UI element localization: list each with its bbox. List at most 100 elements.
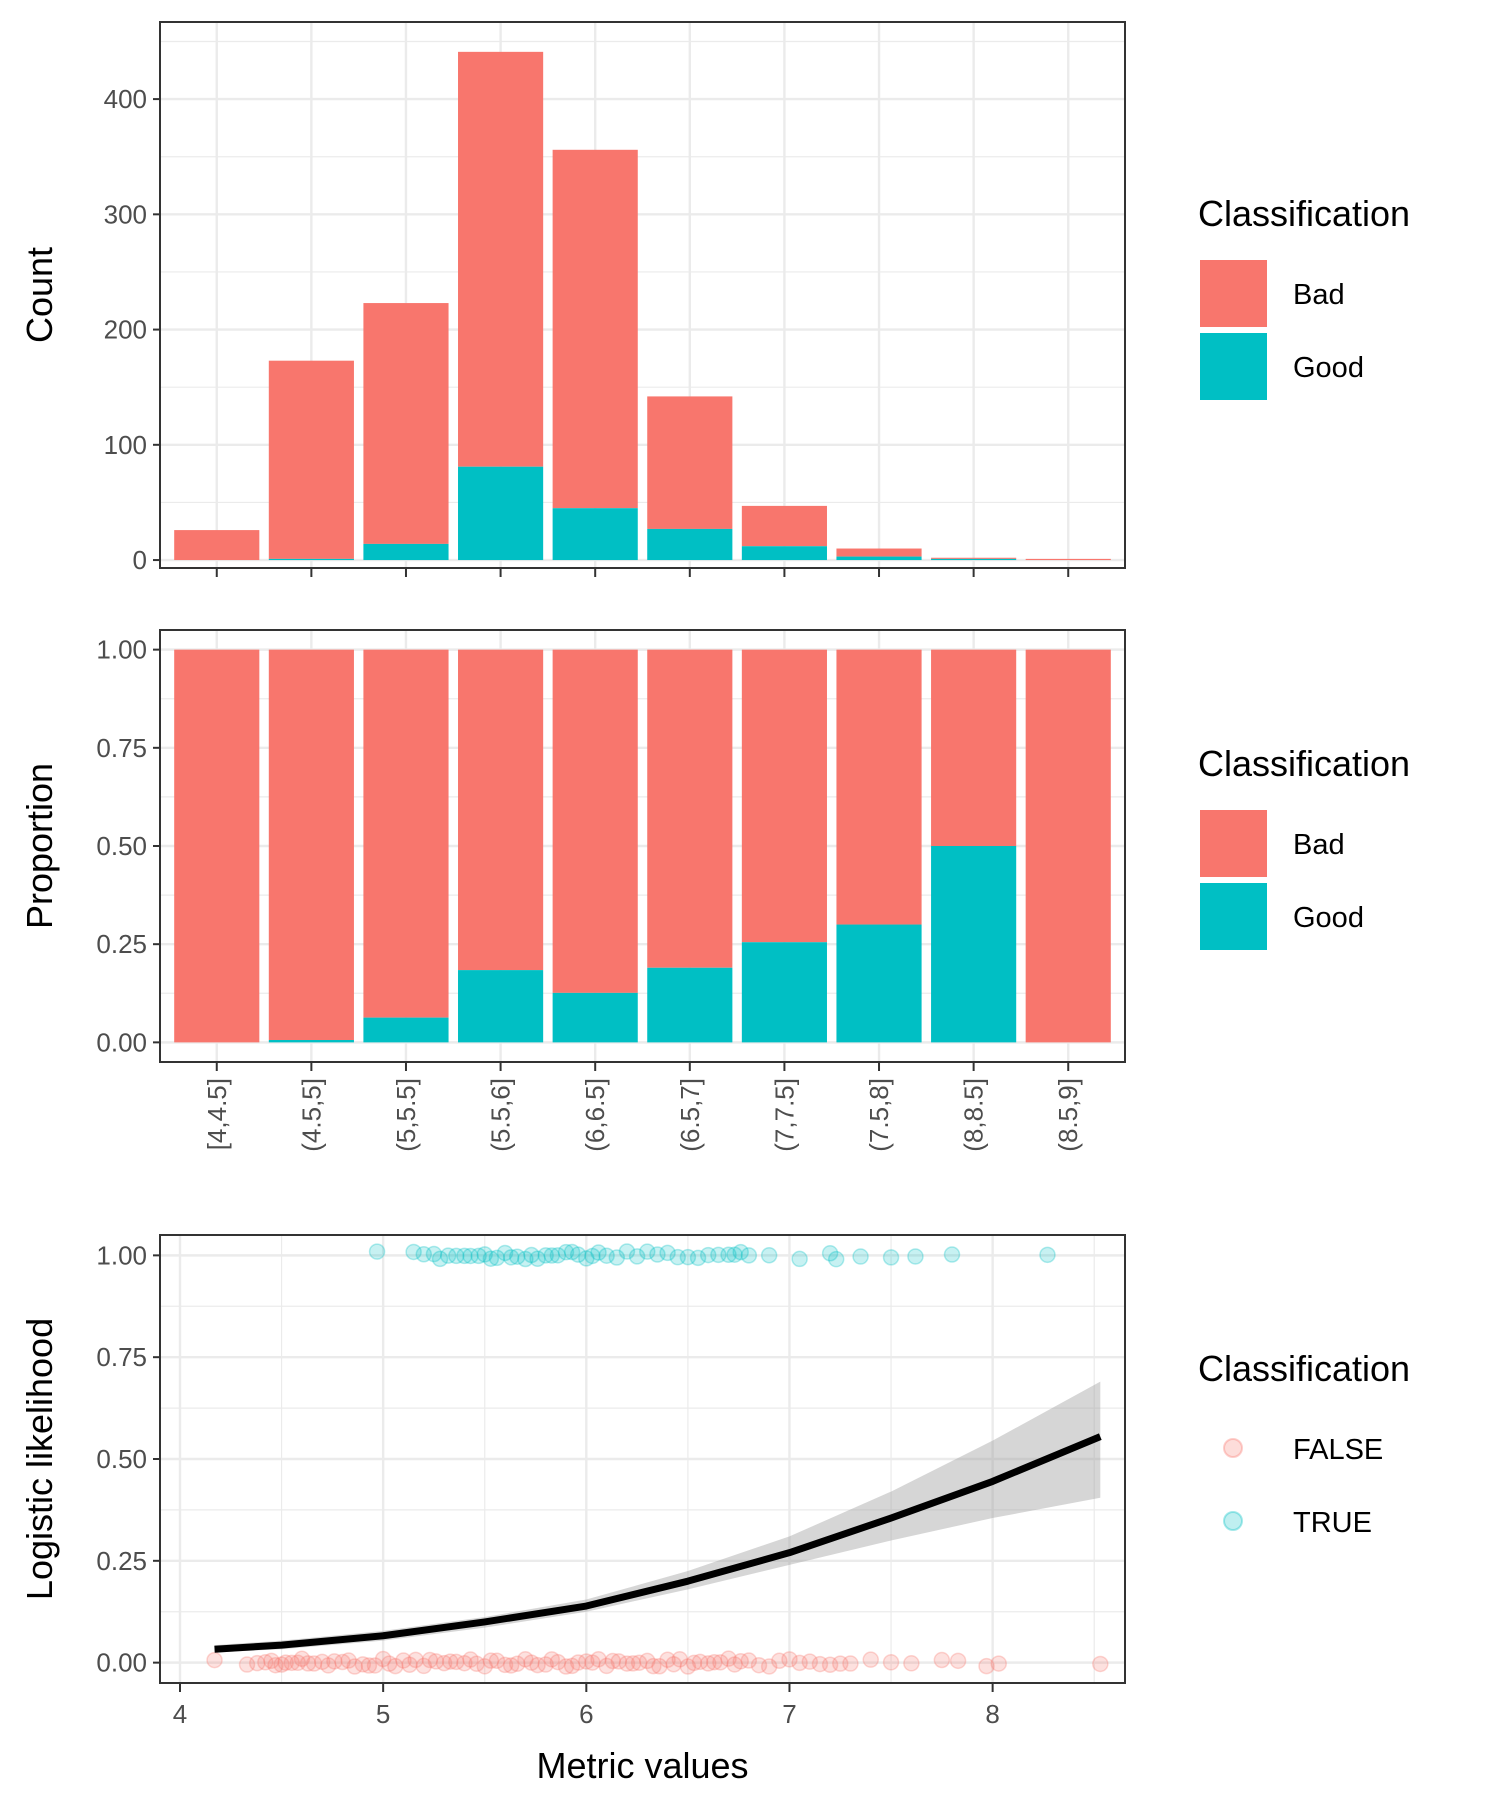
point-true — [882, 1249, 900, 1266]
bar-bad — [268, 649, 354, 1041]
point-false — [502, 1657, 520, 1674]
point-true — [720, 1246, 737, 1264]
confidence-ribbon — [214, 1381, 1101, 1653]
point-true — [791, 1250, 808, 1268]
bar-bad — [647, 649, 733, 968]
point-true — [628, 1248, 646, 1265]
bar-good — [931, 558, 1017, 561]
point-false — [618, 1655, 636, 1672]
legend-key — [1200, 883, 1267, 950]
y-tick-label: 0.00 — [96, 1027, 147, 1057]
bar-good — [268, 1040, 354, 1043]
point-false — [273, 1656, 290, 1673]
point-false — [415, 1657, 433, 1675]
point-false — [248, 1654, 266, 1672]
point-true — [584, 1247, 601, 1265]
point-false — [381, 1655, 398, 1672]
point-false — [488, 1652, 506, 1669]
bar-bad — [741, 649, 827, 943]
point-false — [283, 1654, 300, 1672]
point-true — [659, 1244, 676, 1262]
point-false — [366, 1657, 384, 1674]
point-true — [456, 1247, 473, 1265]
bar-good — [647, 967, 733, 1043]
legend-title: Classification — [1198, 1348, 1410, 1389]
legend-label: Good — [1293, 902, 1364, 934]
point-false — [537, 1656, 554, 1673]
point-false — [720, 1650, 737, 1667]
point-true — [476, 1246, 493, 1263]
point-false — [543, 1651, 561, 1668]
point-true — [563, 1243, 581, 1261]
point-true — [689, 1249, 707, 1267]
y-tick-label: 400 — [104, 84, 147, 114]
point-true — [470, 1247, 487, 1265]
point-false — [821, 1656, 839, 1674]
x-tick-label: (7,7.5] — [769, 1078, 799, 1152]
panel-1: 0 100 200 300 400 Count — [19, 21, 1126, 577]
legend-key — [1200, 333, 1267, 400]
point-false — [299, 1655, 317, 1672]
y-tick-label: 0.25 — [96, 929, 147, 959]
point-false — [832, 1655, 849, 1672]
bar-good — [363, 1017, 449, 1043]
y-tick-label: 200 — [104, 315, 147, 345]
bar-bad — [931, 649, 1017, 846]
point-true — [639, 1243, 656, 1260]
y-tick-label: 0 — [133, 545, 147, 575]
x-tick-label: 5 — [376, 1699, 390, 1729]
point-false — [978, 1657, 995, 1675]
point-false — [354, 1656, 372, 1673]
legend-3: Classification FALSE TRUE — [1198, 1348, 1410, 1539]
bar-bad — [174, 530, 260, 561]
point-false — [320, 1657, 337, 1674]
x-tick-label: (4.5,5] — [296, 1078, 326, 1152]
bar-good — [741, 942, 827, 1043]
bar-bad — [647, 396, 733, 529]
point-false — [665, 1655, 682, 1673]
point-true — [448, 1247, 465, 1265]
legend-key — [1223, 1511, 1243, 1531]
bar-bad — [174, 649, 260, 1043]
x-tick-label: 7 — [782, 1699, 796, 1729]
point-false — [462, 1651, 479, 1668]
point-true — [649, 1246, 666, 1263]
point-false — [659, 1651, 676, 1669]
y-axis-title: Logistic likelihood — [19, 1318, 60, 1600]
point-false — [760, 1658, 778, 1675]
x-tick-label: [4,4.5] — [202, 1078, 232, 1150]
bar-bad — [458, 649, 544, 971]
point-false — [949, 1652, 967, 1670]
point-false — [441, 1653, 459, 1670]
point-true — [529, 1250, 546, 1268]
bar-bad — [836, 649, 922, 925]
bar-bad — [268, 360, 354, 559]
point-false — [508, 1655, 526, 1673]
point-true — [710, 1246, 727, 1264]
point-false — [750, 1656, 768, 1674]
point-false — [699, 1655, 717, 1672]
point-false — [771, 1652, 788, 1670]
point-false — [933, 1651, 951, 1669]
point-true — [368, 1243, 386, 1260]
bar-bad — [458, 51, 544, 467]
bar-bad — [552, 649, 638, 993]
x-tick-label: (5,5.5] — [391, 1078, 421, 1152]
bar-good — [458, 970, 544, 1043]
point-true — [608, 1249, 626, 1266]
point-false — [407, 1651, 424, 1669]
bar-bad — [836, 548, 922, 557]
point-false — [257, 1654, 274, 1671]
point-true — [740, 1247, 758, 1264]
point-false — [476, 1658, 493, 1675]
y-tick-label: 0.50 — [96, 831, 147, 861]
point-true — [852, 1248, 869, 1265]
point-false — [482, 1652, 500, 1669]
point-true — [907, 1248, 924, 1265]
point-false — [456, 1654, 473, 1672]
point-false — [293, 1650, 311, 1668]
point-true — [405, 1243, 422, 1261]
point-false — [679, 1658, 697, 1675]
point-true — [827, 1250, 845, 1268]
